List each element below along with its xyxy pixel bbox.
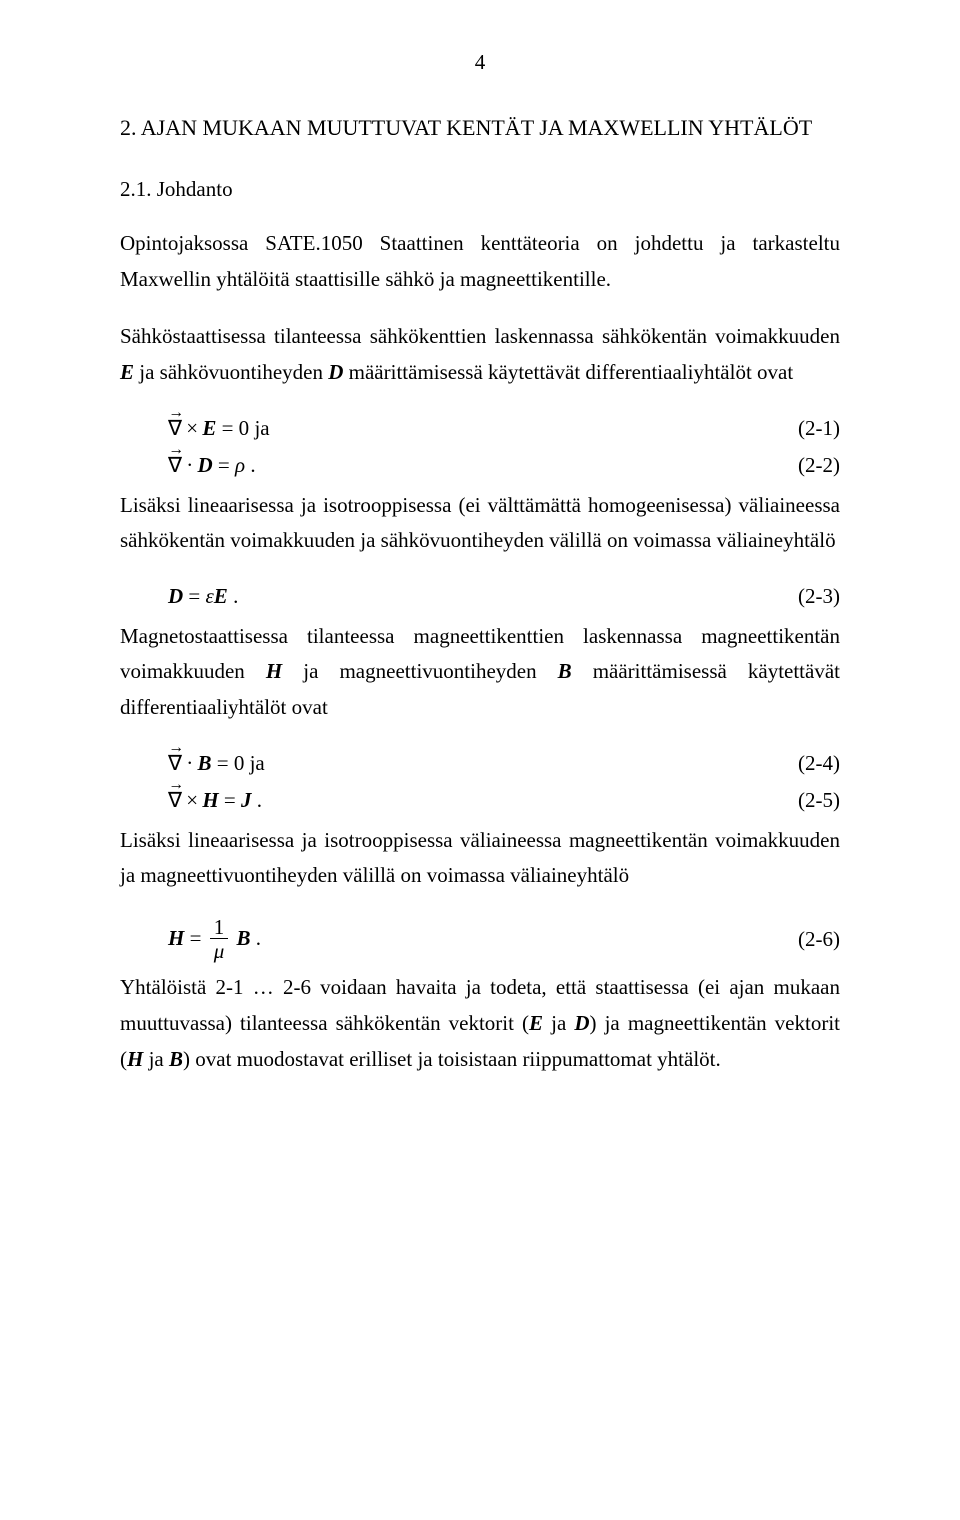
symbol-rho: ρ bbox=[235, 453, 245, 477]
equation-2-4: ∇ · B = 0 ja (2-4) bbox=[168, 748, 840, 780]
paragraph-2: Sähköstaattisessa tilanteessa sähkökentt… bbox=[120, 319, 840, 390]
eq-suffix: . bbox=[251, 926, 262, 950]
fraction-den: μ bbox=[210, 939, 229, 964]
equation-number: (2-5) bbox=[770, 785, 840, 817]
nabla-icon: ∇ bbox=[168, 785, 182, 817]
text: Sähköstaattisessa tilanteessa sähkökentt… bbox=[120, 324, 840, 348]
text: ) ovat muodostavat erilliset ja toisista… bbox=[183, 1047, 721, 1071]
symbol-e: E bbox=[202, 416, 216, 440]
symbol-h: H bbox=[202, 788, 218, 812]
nabla-icon: ∇ bbox=[168, 450, 182, 482]
symbol-d: D bbox=[197, 453, 212, 477]
fraction: 1 μ bbox=[210, 916, 229, 964]
symbol-e: E bbox=[120, 360, 134, 384]
text: ja bbox=[543, 1011, 574, 1035]
symbol-h: H bbox=[127, 1047, 143, 1071]
symbol-b: B bbox=[558, 659, 572, 683]
equation-body: ∇ · D = ρ . bbox=[168, 450, 770, 482]
eq-suffix: ja bbox=[249, 416, 269, 440]
equation-2-6: H = 1 μ B . (2-6) bbox=[168, 916, 840, 964]
equation-number: (2-6) bbox=[770, 924, 840, 956]
eq-suffix: ja bbox=[244, 751, 264, 775]
symbol-d: D bbox=[328, 360, 343, 384]
equation-number: (2-3) bbox=[770, 581, 840, 613]
subsection-heading: 2.1. Johdanto bbox=[120, 177, 840, 202]
symbol-b: B bbox=[169, 1047, 183, 1071]
section-heading: 2. AJAN MUKAAN MUUTTUVAT KENTÄT JA MAXWE… bbox=[120, 115, 840, 141]
eq-suffix: . bbox=[245, 453, 256, 477]
text: määrittämisessä käytettävät differentiaa… bbox=[343, 360, 793, 384]
page: 4 2. AJAN MUKAAN MUUTTUVAT KENTÄT JA MAX… bbox=[0, 0, 960, 1520]
paragraph-6: Yhtälöistä 2-1 … 2-6 voidaan havaita ja … bbox=[120, 970, 840, 1077]
equation-2-1: ∇ × E = 0 ja (2-1) bbox=[168, 413, 840, 445]
symbol-e: E bbox=[529, 1011, 543, 1035]
symbol-h: H bbox=[168, 926, 184, 950]
paragraph-5: Lisäksi lineaarisessa ja isotrooppisessa… bbox=[120, 823, 840, 894]
equation-number: (2-1) bbox=[770, 413, 840, 445]
equation-body: D = εE . bbox=[168, 581, 770, 613]
equation-body: ∇ × H = J . bbox=[168, 785, 770, 817]
symbol-b: B bbox=[197, 751, 211, 775]
fraction-num: 1 bbox=[210, 916, 229, 939]
paragraph-4: Magnetostaattisessa tilanteessa magneett… bbox=[120, 619, 840, 726]
equation-body: ∇ × E = 0 ja bbox=[168, 413, 770, 445]
page-number: 4 bbox=[120, 50, 840, 75]
symbol-eps: ε bbox=[206, 584, 214, 608]
text: ja bbox=[143, 1047, 169, 1071]
symbol-d: D bbox=[168, 584, 183, 608]
eq-suffix: . bbox=[228, 584, 239, 608]
equation-body: H = 1 μ B . bbox=[168, 916, 770, 964]
paragraph-1: Opintojaksossa SATE.1050 Staattinen kent… bbox=[120, 226, 840, 297]
symbol-e: E bbox=[214, 584, 228, 608]
paragraph-3: Lisäksi lineaarisessa ja isotrooppisessa… bbox=[120, 488, 840, 559]
text: ja sähkövuontiheyden bbox=[134, 360, 328, 384]
symbol-h: H bbox=[266, 659, 282, 683]
equation-number: (2-2) bbox=[770, 450, 840, 482]
equation-2-3: D = εE . (2-3) bbox=[168, 581, 840, 613]
eq-suffix: . bbox=[252, 788, 263, 812]
equation-2-2: ∇ · D = ρ . (2-2) bbox=[168, 450, 840, 482]
equation-body: ∇ · B = 0 ja bbox=[168, 748, 770, 780]
symbol-j: J bbox=[241, 788, 252, 812]
symbol-d: D bbox=[574, 1011, 589, 1035]
equation-2-5: ∇ × H = J . (2-5) bbox=[168, 785, 840, 817]
text: ja magneettivuontiheyden bbox=[282, 659, 557, 683]
symbol-b: B bbox=[236, 926, 250, 950]
equation-number: (2-4) bbox=[770, 748, 840, 780]
